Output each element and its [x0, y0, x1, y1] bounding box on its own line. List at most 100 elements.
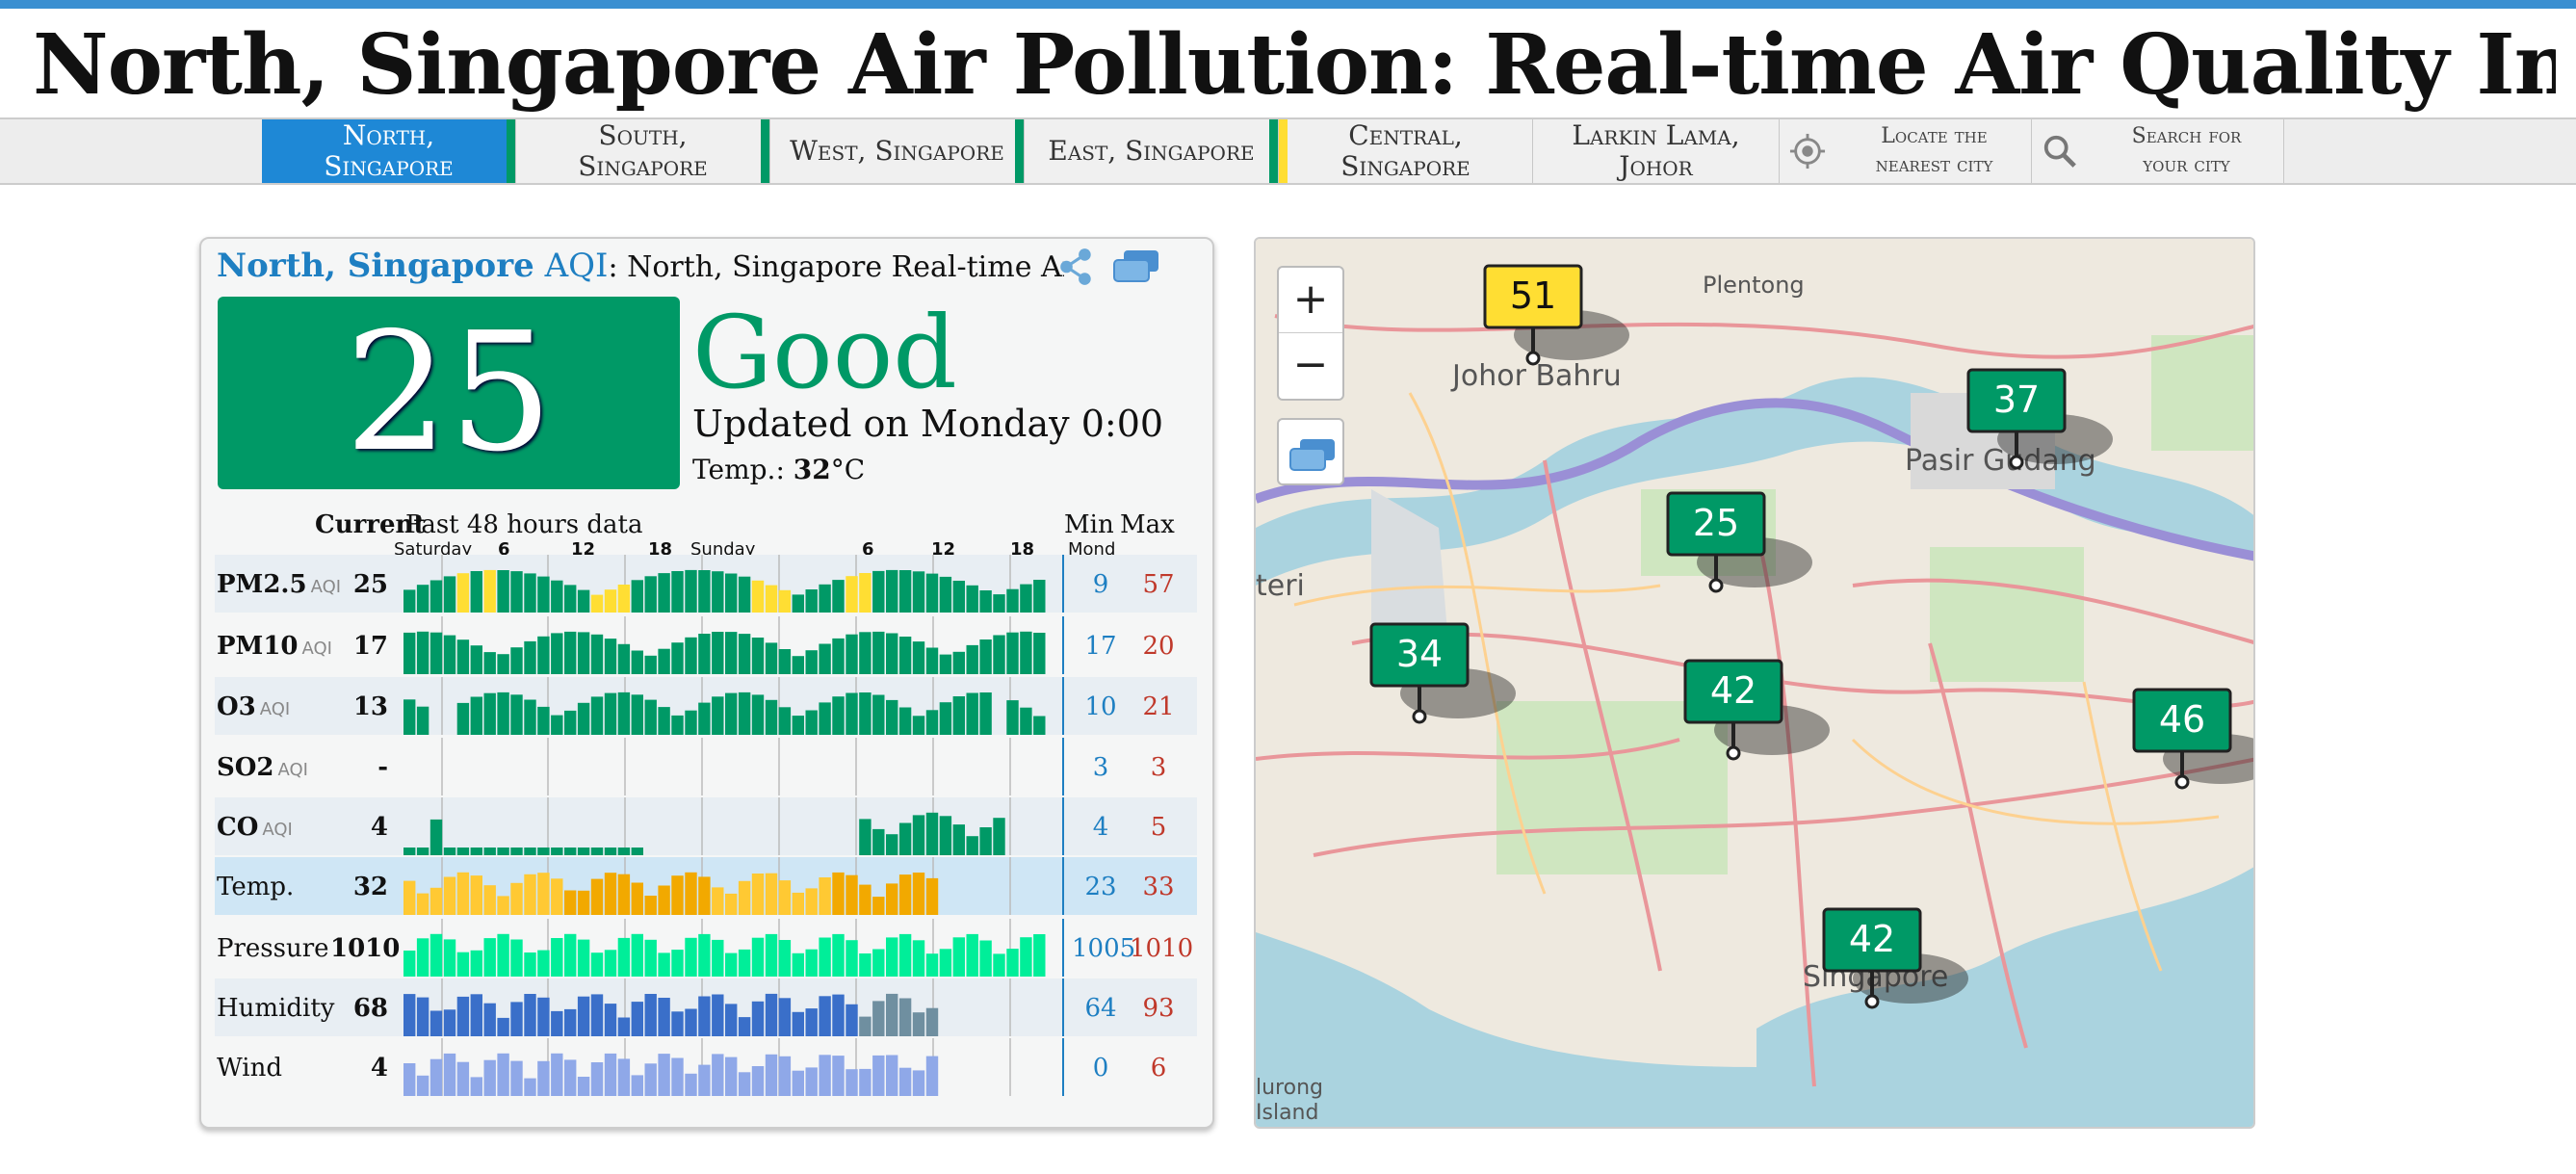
history-bar	[751, 580, 765, 613]
header-min: Min	[1064, 510, 1114, 539]
history-bar	[631, 580, 643, 613]
zoom-in-button[interactable]: +	[1279, 268, 1342, 333]
history-bar	[819, 702, 831, 735]
history-bar	[524, 848, 536, 855]
aqi-value-box: 25	[218, 297, 680, 489]
history-bar	[604, 639, 617, 674]
tab-west-singapore[interactable]: West, Singapore	[770, 119, 1025, 183]
aqi-marker[interactable]: 34	[1369, 622, 1516, 724]
history-bar	[470, 950, 482, 977]
history-bar	[551, 878, 563, 915]
history-bar	[497, 848, 509, 855]
map-layers-button[interactable]	[1277, 418, 1344, 485]
history-bar	[416, 706, 429, 735]
tab-east-singapore[interactable]: East, Singapore	[1025, 119, 1279, 183]
history-bar	[805, 1067, 818, 1096]
history-bar	[1033, 633, 1046, 674]
aqi-marker[interactable]: 37	[1966, 368, 2113, 470]
row-temp: Temp. 32 23 33	[215, 857, 1197, 915]
history-bar	[925, 953, 939, 977]
tab-south-singapore[interactable]: South, Singapore	[516, 119, 770, 183]
card-city-name[interactable]: North, Singapore	[217, 247, 534, 285]
history-bar	[912, 1070, 925, 1096]
row-min-value: 4	[1092, 813, 1109, 842]
marker-box	[2132, 688, 2232, 753]
history-bar	[966, 933, 978, 977]
aqi-marker[interactable]: 46	[2132, 688, 2255, 790]
zoom-out-button[interactable]: −	[1292, 340, 1329, 389]
tab-aqi-color-bar	[1279, 119, 1288, 183]
history-bar	[403, 994, 416, 1036]
row-tag: AQI	[301, 639, 332, 659]
history-bar	[510, 571, 523, 613]
row-label: Temp.	[217, 873, 294, 901]
map-canvas[interactable]: Johor Bahru Plentong Pasir Gudang Singap…	[1256, 239, 2255, 1129]
history-bar	[497, 933, 509, 977]
history-bar	[483, 848, 496, 855]
share-icon[interactable]	[1056, 247, 1097, 287]
tab-label: West, Singapore	[790, 135, 1004, 167]
row-label: CO AQI	[217, 813, 293, 845]
history-bar	[698, 702, 711, 735]
history-bar	[631, 848, 643, 855]
row-separator	[1062, 919, 1064, 977]
tab-central-singapore[interactable]: Central, Singapore	[1279, 119, 1533, 183]
axis-label: 18	[648, 539, 673, 560]
row-current-value: 68	[352, 994, 388, 1023]
history-bar	[564, 631, 577, 674]
history-bar	[886, 699, 898, 735]
history-bar	[712, 994, 724, 1036]
history-bar	[886, 1055, 898, 1096]
history-bar	[778, 998, 792, 1036]
row-separator	[1062, 738, 1064, 796]
aqi-map[interactable]: Johor Bahru Plentong Pasir Gudang Singap…	[1254, 237, 2255, 1129]
widget-layers-icon[interactable]	[1112, 248, 1160, 285]
history-bar	[416, 848, 429, 855]
aqi-marker[interactable]: 51	[1483, 264, 1629, 366]
row-label: SO2 AQI	[217, 753, 308, 785]
map-label-island: Island	[1256, 1101, 1318, 1125]
history-bar	[751, 937, 765, 977]
row-name: Pressure	[217, 934, 329, 963]
history-bar	[685, 937, 697, 977]
history-bar	[617, 874, 631, 915]
tab-larkin-lama-johor[interactable]: Larkin Lama, Johor	[1533, 119, 1780, 183]
row-separator	[1062, 978, 1064, 1036]
aqi-marker[interactable]: 42	[1683, 659, 1830, 761]
history-bar	[1006, 700, 1019, 735]
history-bar	[859, 819, 872, 855]
locate-nearest-city-button[interactable]: Locate the nearest city	[1780, 119, 2032, 183]
history-bar	[658, 1054, 670, 1096]
history-bar	[778, 940, 792, 977]
temp-value: 32	[793, 454, 831, 485]
marker-box	[1822, 907, 1922, 973]
history-bar	[617, 848, 631, 855]
row-min-value: 3	[1092, 753, 1109, 782]
history-bar	[537, 873, 550, 915]
row-max-value: 5	[1150, 813, 1167, 842]
history-bar	[952, 824, 965, 855]
row-pm10: PM10 AQI 17 17 20	[215, 616, 1197, 674]
tab-north-singapore[interactable]: North, Singapore	[262, 119, 516, 183]
header-past-48h: Past 48 hours data	[405, 510, 643, 539]
history-bar	[778, 1056, 792, 1096]
history-bar	[685, 1073, 697, 1096]
row-history-chart	[403, 1038, 1011, 1096]
search-city-button[interactable]: Search for your city	[2032, 119, 2284, 183]
history-bar	[644, 939, 657, 977]
tab-label-line2: Singapore	[578, 150, 708, 182]
history-bar	[792, 1011, 804, 1036]
history-bar	[577, 996, 590, 1036]
history-bar	[617, 937, 631, 977]
history-bar	[497, 1017, 509, 1036]
history-bar	[765, 699, 778, 735]
row-max-value: 20	[1142, 632, 1175, 661]
history-bar	[429, 1058, 443, 1096]
marker-box	[1369, 622, 1470, 688]
history-bar	[631, 1002, 643, 1036]
aqi-marker[interactable]: 42	[1822, 907, 1968, 1009]
tab-label-line1: North,	[342, 119, 435, 151]
history-bar	[470, 645, 482, 674]
history-bar	[497, 691, 509, 735]
aqi-marker[interactable]: 25	[1666, 491, 1812, 593]
